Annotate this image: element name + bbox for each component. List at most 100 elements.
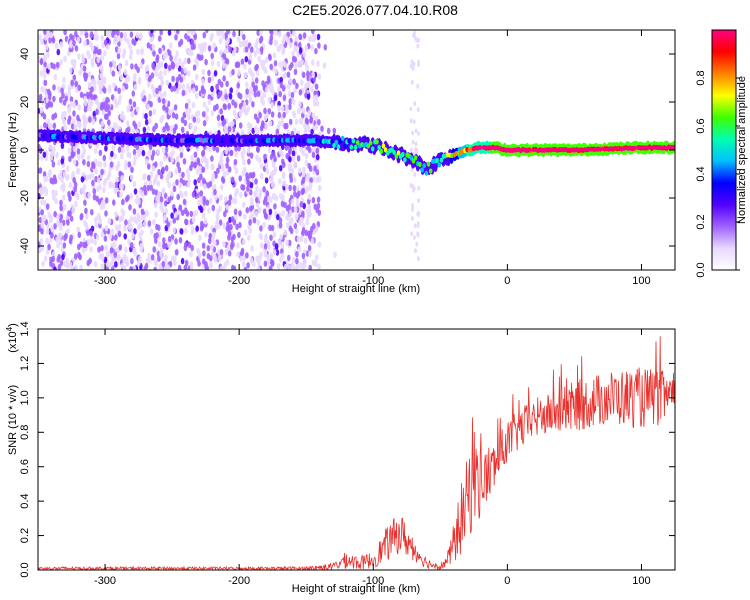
spectrogram-cell [99,72,104,80]
spectrogram-cell [264,177,269,184]
spectrogram-cell [217,254,222,262]
spectrogram-cell [117,64,122,71]
spectrogram-cell [233,158,238,166]
spectrogram-cell [114,261,118,268]
spectrogram-cell [215,103,219,111]
spectrogram-cell [138,255,142,263]
spectrogram-cell [239,255,243,262]
spectrogram-cell [45,103,49,110]
spectrogram-cell [112,82,116,89]
spectrogram-cell [151,62,155,69]
spectrogram-cell [190,38,195,46]
spectrogram-cell [281,171,286,178]
colorbar-axis: 0.0 0.2 0.4 0.6 0.8 [695,70,740,278]
spectrogram-cell [163,155,167,162]
colorbar-tick-label: 0.6 [695,118,707,133]
spectrogram-cell [275,128,280,135]
spectrogram-cell [323,44,328,51]
spectrogram-cell [314,83,319,90]
colorbar: 0.0 0.2 0.4 0.6 0.8 Normalized spectral ampl… [695,29,748,278]
spectrogram-cell [117,230,122,238]
spectrogram-cell [98,48,102,56]
spectrogram-cell [240,129,245,136]
spectrogram-cell [200,220,204,228]
spectrogram-cell [255,47,260,54]
spectrogram-cell [270,259,275,267]
spectrogram-cell [392,149,397,155]
spectrogram-cell [43,214,47,221]
spectrogram-cell [119,191,123,198]
spectrogram-cell [311,112,316,119]
spectrogram-cell [267,53,272,60]
spectrogram-cell [180,126,185,133]
spectrogram-cell [218,205,222,212]
spectrogram-cell [150,254,155,261]
spectrogram-cell [129,242,134,249]
spectrogram-cell [89,41,93,48]
spectrogram-cell [368,140,373,146]
spectrogram-cell [254,210,259,217]
spectrogram-cell [61,186,66,193]
spectrogram-cell [66,219,70,226]
spectrogram-cell [172,227,176,234]
spectrogram-cell [245,81,249,88]
spectrogram-cell [93,158,98,165]
spectrogram-cell [150,84,155,91]
spectrogram-cell [250,199,254,206]
spectrogram-cell [68,261,73,268]
spectrogram-cell [187,113,191,121]
spectrogram-cell [287,83,291,90]
spectrogram-cell [199,173,203,180]
spectrogram-cell [207,94,212,101]
spectrogram-cell [317,263,321,270]
spectrogram-cell [114,34,118,41]
spectrogram-cell [168,42,173,49]
spectrogram-cell [249,257,254,264]
spectrogram-cell [293,45,297,52]
spectrogram-cell [293,206,298,213]
spectrogram-cell [76,36,81,44]
spectrogram-cell [228,194,233,201]
spectrogram-cell [269,171,274,178]
spectrogram-cell [100,82,104,89]
spectrogram-cell [247,158,251,165]
spectrogram-cell [77,251,81,259]
spectrogram-cell [162,242,166,250]
spectrogram-cell [161,166,165,173]
spectrogram-cell [293,222,298,230]
spectrogram-cell [85,174,89,182]
spectrogram-cell [182,179,186,187]
spectrogram-cell [240,58,245,65]
spectrogram-cell [46,30,51,36]
spectrogram-cell [416,231,419,237]
spectrogram-cell [110,252,114,259]
spectrogram-cell [148,143,153,151]
spectrogram-cell [254,42,258,49]
spectrogram-cell [305,81,310,89]
spectrogram-cell [236,82,240,89]
spectrogram-cell [291,150,296,157]
spectrogram-cell [248,172,253,179]
spectrogram-cell [162,237,166,244]
spectrogram-cell [164,62,168,69]
spectrogram-cell [240,249,244,256]
spectrogram-cell [52,84,56,91]
spectrogram-cell [225,204,230,211]
spectrogram-cell [228,46,232,53]
spectrogram-cell [74,253,78,260]
spectrogram-cell [185,210,190,217]
spectrogram-cell [409,63,413,69]
spectrogram-cell [221,177,226,184]
spectrogram-cell [158,84,162,92]
spectrogram-cell [120,262,125,270]
spectrogram-cell [322,62,327,69]
spectrogram-cell [251,101,255,108]
spectrogram-cell [127,152,132,159]
spectrogram-cell [198,234,202,241]
spectrogram-cell [76,226,80,233]
spectrogram-cell [50,232,54,239]
spectrogram-cell [193,179,197,186]
spectrogram-cell [253,113,258,120]
spectrogram-cell [67,147,72,154]
spectrogram-cell [248,54,253,61]
